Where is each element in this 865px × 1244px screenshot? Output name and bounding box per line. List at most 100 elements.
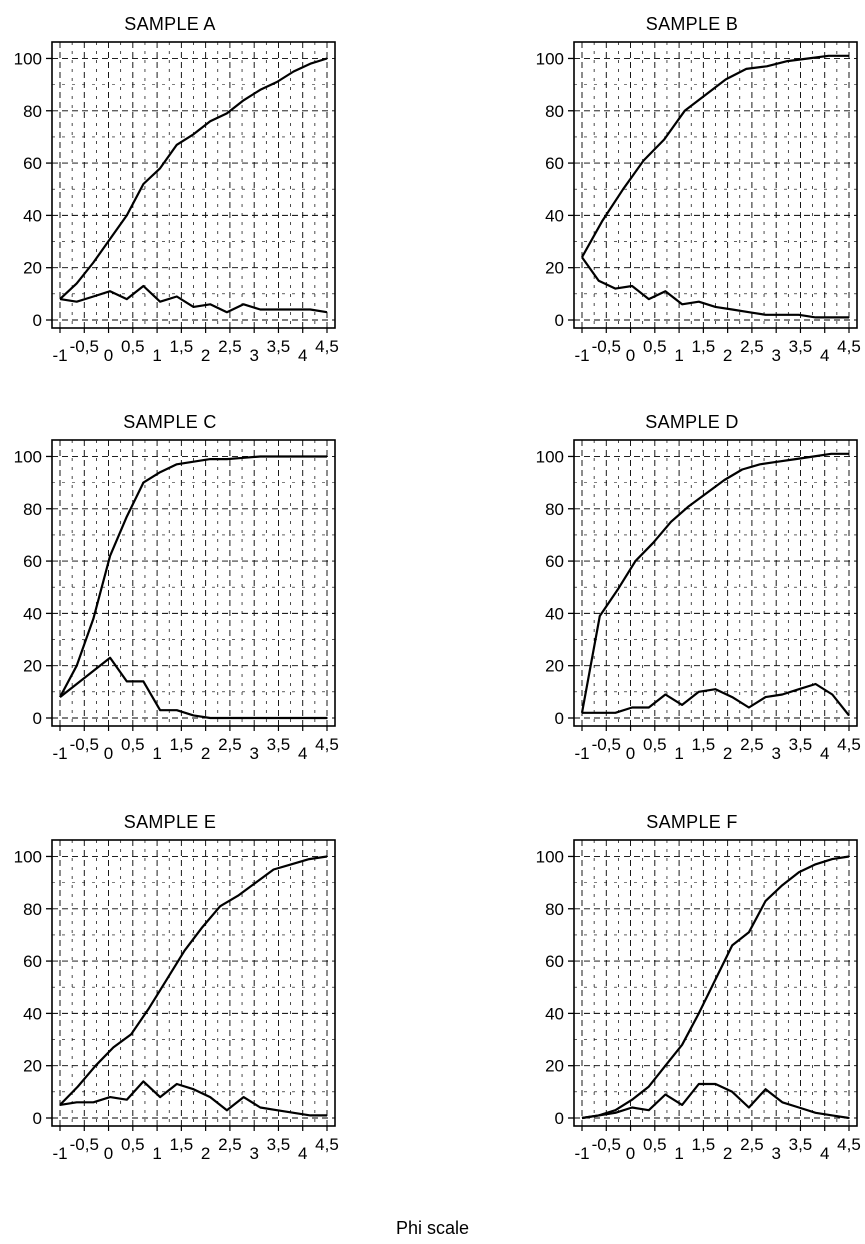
series-line-frequency — [59, 1080, 327, 1117]
x-tick-label: 3,5 — [267, 1135, 291, 1154]
chart-svg: -1 -0,5 0 0,5 1 1,5 2 2,5 3 3,5 4 4,5 0 20 40 60 80 100 — [536, 41, 861, 365]
chart-svg: -1 -0,5 0 0,5 1 1,5 2 2,5 3 3,5 4 4,5 0 20 40 60 80 100 — [14, 41, 339, 365]
chart-panel-d: SAMPLE D -1 -0,5 0 0,5 1 1,5 2 2,5 3 3,5 4 4,5 0 20 40… — [522, 412, 862, 777]
y-tick-label: 60 — [23, 952, 42, 971]
x-tick-label: 0,5 — [643, 337, 667, 356]
x-tick-label: 3 — [249, 744, 258, 763]
series-line-frequency — [581, 256, 849, 319]
chart-title: SAMPLE C — [123, 412, 217, 432]
y-tick-label: 100 — [14, 49, 42, 68]
chart-svg: -1 -0,5 0 0,5 1 1,5 2 2,5 3 3,5 4 4,5 0 20 40 60 80 100 — [14, 439, 339, 763]
x-tick-label: 1,5 — [692, 1135, 716, 1154]
x-tick-label: 3,5 — [267, 337, 291, 356]
y-tick-label: 60 — [23, 552, 42, 571]
x-tick-label: 1 — [674, 1144, 683, 1163]
x-tick-label: -1 — [52, 1144, 67, 1163]
x-tick-label: 3,5 — [789, 1135, 813, 1154]
y-tick-label: 20 — [23, 657, 42, 676]
x-tick-label: -1 — [574, 744, 589, 763]
series-line-frequency — [59, 284, 328, 314]
y-tick-label: 80 — [545, 900, 564, 919]
x-tick-label: 3 — [249, 346, 258, 365]
y-tick-label: 40 — [545, 206, 564, 225]
y-tick-label: 60 — [545, 552, 564, 571]
x-axis-label: Phi scale — [395, 1218, 470, 1238]
y-tick-label: 60 — [545, 154, 564, 173]
chart-title: SAMPLE A — [124, 14, 216, 34]
y-tick-label: 100 — [536, 49, 564, 68]
y-tick-label: 80 — [23, 102, 42, 121]
x-tick-label: 1,5 — [170, 337, 194, 356]
x-tick-label: 4,5 — [315, 735, 339, 754]
x-tick-label: 2,5 — [740, 337, 764, 356]
x-tick-label: 2 — [723, 346, 732, 365]
y-tick-label: 0 — [33, 709, 42, 728]
chart-panel-e: SAMPLE E -1 -0,5 0 0,5 1 1,5 2 2,5 3 3,5 4 4,5 0 20 40… — [0, 812, 340, 1177]
chart-panel-b: SAMPLE B -1 -0,5 0 0,5 1 1,5 2 2,5 3 3,5 4 4,5 0 20 40… — [522, 14, 862, 379]
x-tick-label: 1,5 — [692, 337, 716, 356]
y-tick-label: 100 — [14, 847, 42, 866]
x-tick-label: 4,5 — [315, 1135, 339, 1154]
x-tick-label: 3,5 — [267, 735, 291, 754]
chart-title: SAMPLE B — [645, 14, 739, 34]
x-tick-label: 2 — [723, 1144, 732, 1163]
x-tick-label: 3,5 — [789, 337, 813, 356]
x-tick-label: 2 — [201, 1144, 210, 1163]
x-tick-label: 0,5 — [121, 1135, 145, 1154]
x-tick-label: 1 — [674, 744, 683, 763]
x-tick-label: 1 — [152, 1144, 161, 1163]
y-tick-label: 80 — [545, 102, 564, 121]
series-line-cumulative — [581, 855, 850, 1120]
y-tick-label: 0 — [33, 311, 42, 330]
chart-title: SAMPLE F — [646, 812, 738, 832]
x-tick-label: 2,5 — [740, 735, 764, 754]
x-tick-label: -0,5 — [70, 735, 99, 754]
x-tick-label: 1,5 — [692, 735, 716, 754]
x-tick-label: -0,5 — [592, 337, 621, 356]
y-tick-label: 0 — [555, 709, 564, 728]
y-tick-label: 100 — [536, 447, 564, 466]
y-tick-label: 60 — [545, 952, 564, 971]
y-tick-label: 0 — [555, 1109, 564, 1128]
y-tick-label: 60 — [23, 154, 42, 173]
y-tick-label: 40 — [23, 206, 42, 225]
x-tick-label: 4 — [298, 346, 307, 365]
series-line-cumulative — [59, 455, 327, 698]
x-tick-label: 0 — [626, 744, 635, 763]
x-tick-label: -1 — [52, 346, 67, 365]
series-line-cumulative — [59, 855, 328, 1106]
x-tick-label: 1 — [152, 744, 161, 763]
y-tick-label: 40 — [23, 1004, 42, 1023]
series-line-frequency — [582, 682, 850, 717]
x-tick-label: 1,5 — [170, 1135, 194, 1154]
chart-title: SAMPLE D — [645, 412, 739, 432]
y-tick-label: 40 — [545, 1004, 564, 1023]
y-tick-label: 40 — [545, 604, 564, 623]
x-tick-label: 2 — [201, 744, 210, 763]
x-tick-label: -1 — [574, 1144, 589, 1163]
x-tick-label: 4 — [820, 1144, 829, 1163]
y-tick-label: 80 — [23, 900, 42, 919]
chart-svg: -1 -0,5 0 0,5 1 1,5 2 2,5 3 3,5 4 4,5 0 20 40 60 80 100 — [14, 839, 339, 1163]
chart-svg: -1 -0,5 0 0,5 1 1,5 2 2,5 3 3,5 4 4,5 0 20 40 60 80 100 — [536, 439, 861, 763]
x-tick-label: 0,5 — [643, 1135, 667, 1154]
x-tick-label: 4 — [820, 744, 829, 763]
y-tick-label: 20 — [545, 1057, 564, 1076]
y-tick-label: 0 — [33, 1109, 42, 1128]
y-tick-label: 80 — [23, 500, 42, 519]
series-line-cumulative — [581, 54, 849, 258]
x-tick-label: 0 — [626, 1144, 635, 1163]
x-tick-label: 4,5 — [837, 1135, 861, 1154]
x-tick-label: 0 — [104, 744, 113, 763]
y-tick-label: 20 — [23, 1057, 42, 1076]
x-tick-label: 4 — [820, 346, 829, 365]
chart-svg: -1 -0,5 0 0,5 1 1,5 2 2,5 3 3,5 4 4,5 0 20 40 60 80 100 — [536, 839, 861, 1163]
y-tick-label: 20 — [545, 259, 564, 278]
x-tick-label: -0,5 — [70, 337, 99, 356]
x-tick-label: 3,5 — [789, 735, 813, 754]
x-tick-label: 2 — [723, 744, 732, 763]
chart-panel-a: SAMPLE A -1 -0,5 0 0,5 1 1,5 2 2,5 3 3,5 4 4,5 0 20 40… — [0, 14, 340, 379]
x-tick-label: 3 — [249, 1144, 258, 1163]
x-tick-label: 1,5 — [170, 735, 194, 754]
x-tick-label: 2,5 — [740, 1135, 764, 1154]
